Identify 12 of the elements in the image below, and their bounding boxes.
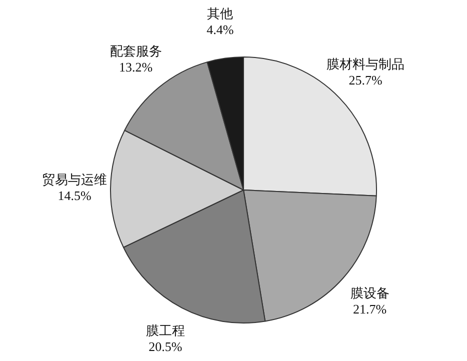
slice-label: 配套服务 [110, 43, 162, 58]
slice-label: 其他 [207, 6, 234, 22]
data-label: 14.5% [58, 188, 92, 203]
data-label: 25.7% [348, 72, 382, 88]
slice-label: 膜设备 [350, 286, 390, 301]
slice-label: 膜工程 [146, 323, 185, 338]
slice-label: 贸易与运维 [42, 172, 108, 187]
data-label: 21.7% [353, 302, 387, 317]
data-label: 4.4% [206, 22, 234, 38]
data-label: 13.2% [119, 59, 153, 74]
data-label: 20.5% [148, 339, 182, 354]
slice-label: 膜材料与制品 [326, 56, 405, 72]
